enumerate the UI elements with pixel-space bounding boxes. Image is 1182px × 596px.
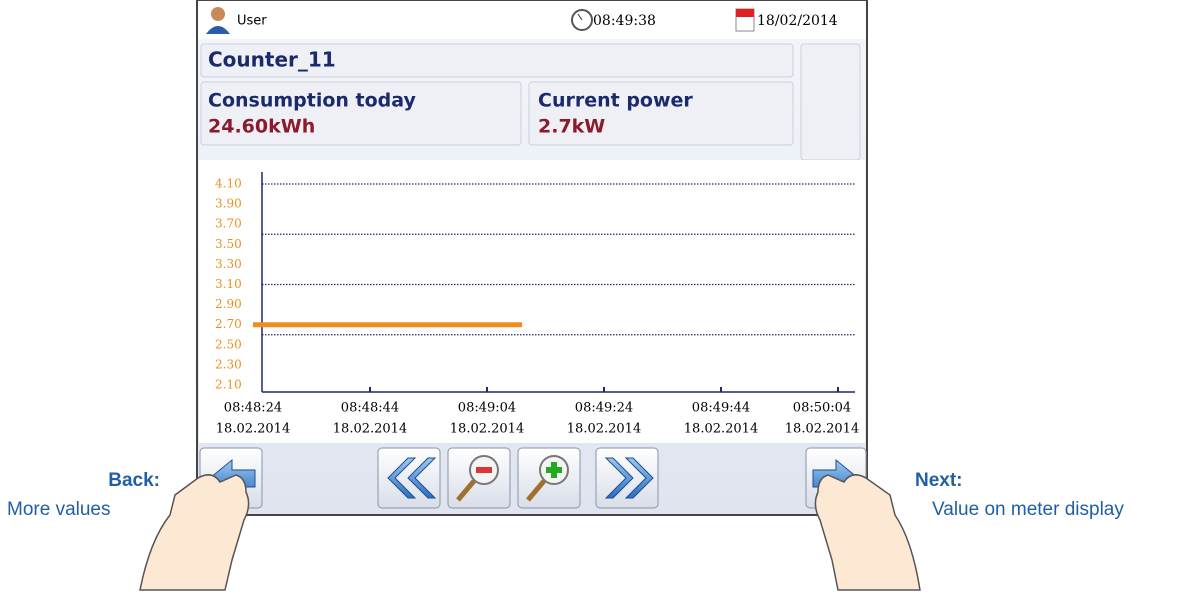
x-tick-date: 18.02.2014 <box>216 422 290 437</box>
y-tick-label: 3.30 <box>215 257 242 271</box>
tile-value: 2.7kW <box>538 116 605 138</box>
side-box <box>801 44 860 160</box>
user-name: User <box>237 14 267 29</box>
tile-label: Consumption today <box>208 90 417 112</box>
y-tick-label: 3.50 <box>215 237 242 251</box>
annotation-title: Back: <box>108 470 160 491</box>
x-tick-label: 08:49:44 <box>692 401 750 416</box>
x-tick-date: 18.02.2014 <box>785 422 859 437</box>
calendar-icon <box>736 9 754 31</box>
clock-time: 08:49:38 <box>593 13 656 29</box>
y-tick-label: 3.70 <box>215 217 242 231</box>
x-tick-date: 18.02.2014 <box>684 422 758 437</box>
annotation-text: More values <box>7 499 111 520</box>
page-back-button[interactable] <box>378 448 440 508</box>
y-tick-label: 2.10 <box>215 378 242 392</box>
annotation-text: Value on meter display <box>932 499 1124 520</box>
y-tick-label: 2.30 <box>215 357 242 371</box>
y-tick-label: 2.70 <box>215 317 242 331</box>
y-tick-label: 3.90 <box>215 197 242 211</box>
meter-name: Counter_11 <box>208 48 336 72</box>
y-tick-label: 2.90 <box>215 297 242 311</box>
x-tick-label: 08:48:24 <box>224 401 282 416</box>
tile-value: 24.60kWh <box>208 116 315 138</box>
hand-left <box>140 475 249 590</box>
plot-area <box>199 160 865 443</box>
date: 18/02/2014 <box>757 13 838 29</box>
screen: User 08:49:38 18/02/2014 Counter_11 Cons… <box>0 0 1182 596</box>
x-tick-date: 18.02.2014 <box>450 422 524 437</box>
annotation-title: Next: <box>915 470 963 491</box>
zoom-out-button[interactable] <box>448 448 510 508</box>
x-tick-label: 08:48:44 <box>341 401 399 416</box>
x-tick-date: 18.02.2014 <box>567 422 641 437</box>
tile-label: Current power <box>538 90 693 112</box>
y-tick-label: 4.10 <box>215 177 242 191</box>
page: {"status_bar": {"user": "User", "time": … <box>0 0 1182 596</box>
y-tick-label: 2.50 <box>215 337 242 351</box>
x-tick-date: 18.02.2014 <box>333 422 407 437</box>
clock-icon <box>572 10 592 30</box>
x-tick-label: 08:50:04 <box>793 401 851 416</box>
y-tick-label: 3.10 <box>215 277 242 291</box>
x-tick-label: 08:49:04 <box>458 401 516 416</box>
zoom-in-button[interactable] <box>518 448 580 508</box>
x-tick-label: 08:49:24 <box>575 401 633 416</box>
page-forward-button[interactable] <box>596 448 658 508</box>
hand-right <box>815 475 920 590</box>
